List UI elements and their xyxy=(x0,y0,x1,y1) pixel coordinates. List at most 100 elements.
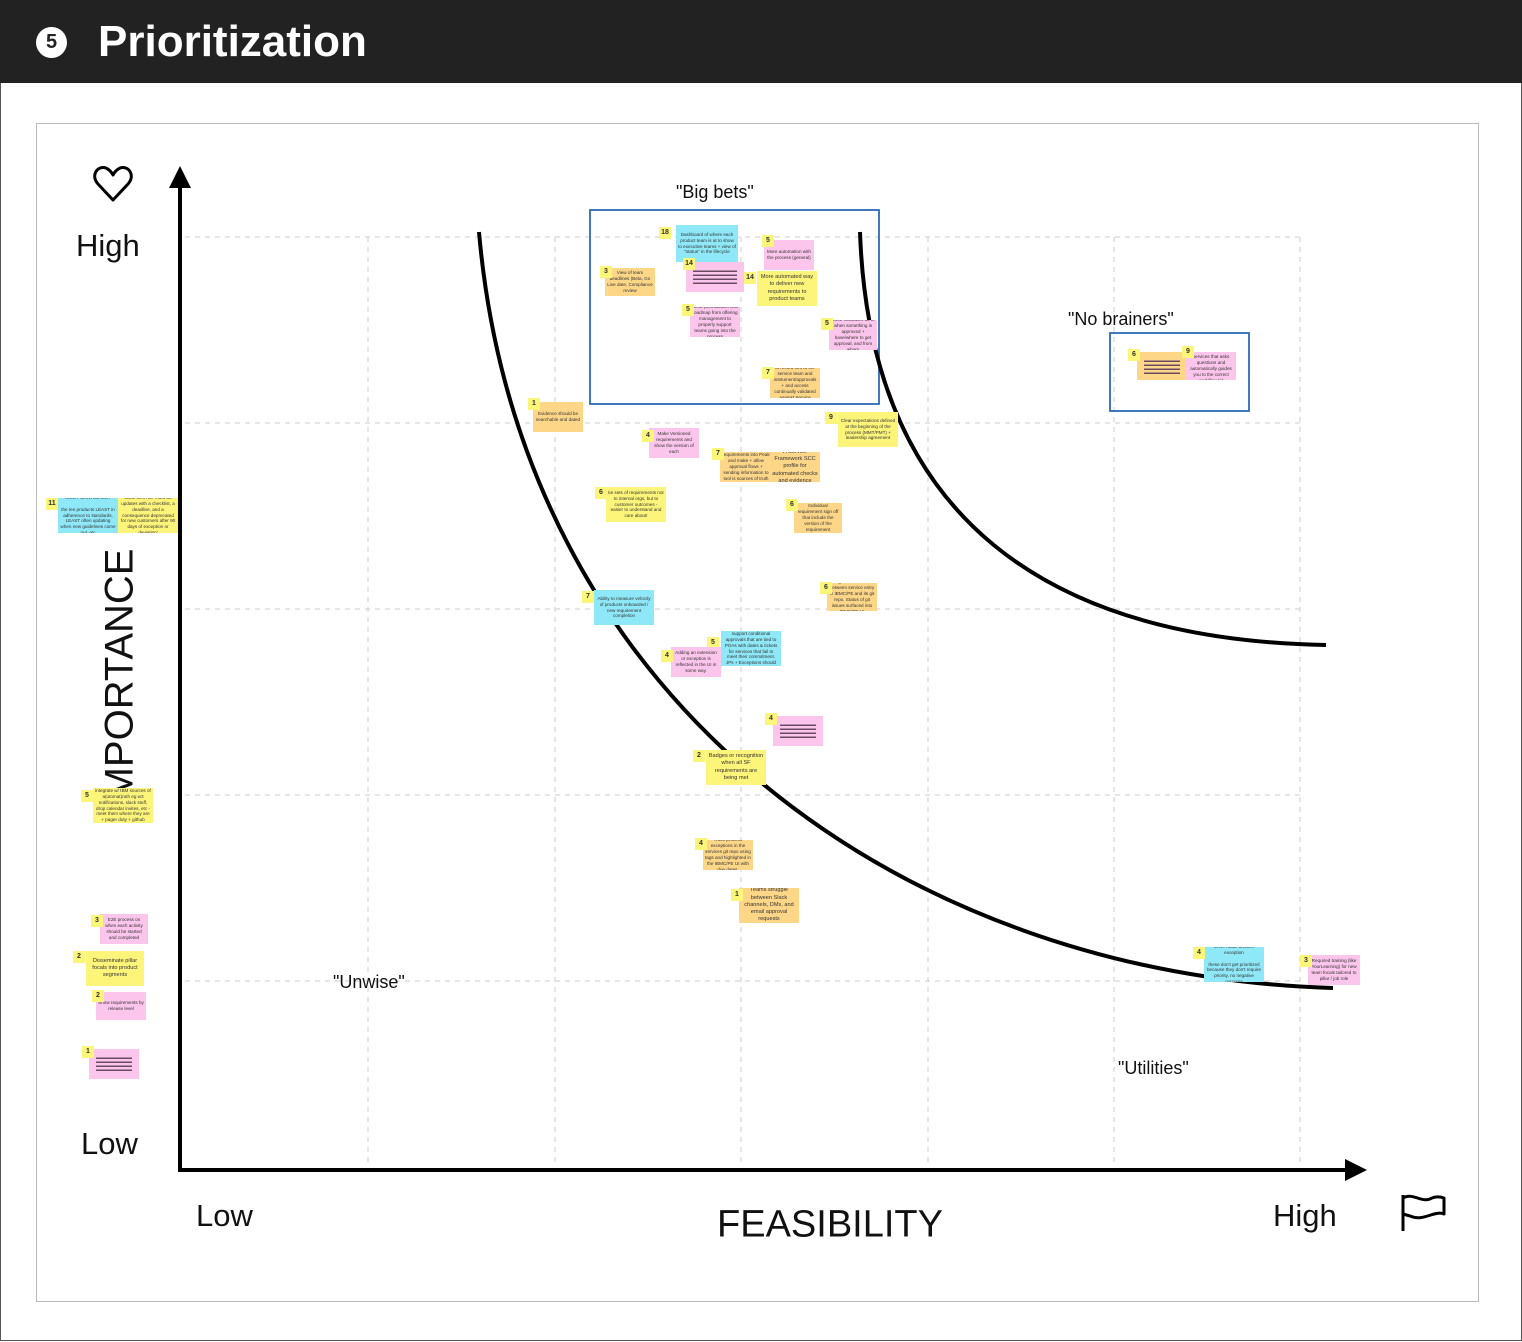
sticky-note[interactable]: Disseminate pillar focals into product s… xyxy=(86,951,144,986)
sticky-note[interactable]: Required training (like YourLearning) fo… xyxy=(1308,955,1360,985)
vote-count-badge: 4 xyxy=(661,650,673,662)
step-number-badge: 5 xyxy=(36,27,67,58)
sticky-note[interactable] xyxy=(89,1049,139,1079)
sticky-note-text: Clear indicators as to when something is… xyxy=(831,320,874,350)
vote-count-badge: 4 xyxy=(695,838,707,850)
sticky-note[interactable]: Dashboard of where each product team is … xyxy=(676,225,738,262)
sticky-note[interactable]: issue them as 'must-do updates with a ch… xyxy=(118,498,178,533)
vote-count-badge: 4 xyxy=(1193,947,1205,959)
sticky-note[interactable]: MOST WANTED LIST the ten products LEAST … xyxy=(58,498,118,533)
sticky-note[interactable]: Provide capability to support conditiona… xyxy=(721,631,781,666)
sticky-note[interactable]: Individual requirement sign off that inc… xyxy=(794,503,842,533)
vote-count-badge: 7 xyxy=(762,367,774,379)
quadrant-label-utilities: "Utilities" xyxy=(1118,1058,1189,1078)
vote-count-badge: 3 xyxy=(600,266,612,278)
sticky-note[interactable]: never make another exception these don't… xyxy=(1204,947,1264,982)
sticky-note[interactable]: Adding an extension or exception is refl… xyxy=(671,647,721,677)
sticky-note[interactable] xyxy=(773,716,823,746)
sticky-note-text: Provide git repo used to record info to … xyxy=(773,368,817,398)
sticky-note[interactable]: tight connection between service entry i… xyxy=(827,583,877,611)
sticky-note[interactable]: A Service Framework SCC profile for auto… xyxy=(770,452,820,482)
matrix-frame xyxy=(36,123,1479,1302)
sticky-note[interactable]: Make Versioned requirements and show the… xyxy=(649,428,699,458)
sticky-note[interactable]: View of team deadlines (Beta, Go Live da… xyxy=(605,268,655,296)
sticky-note[interactable]: Clear prioritization and roadmap from of… xyxy=(690,307,740,337)
vote-count-badge: 5 xyxy=(81,790,93,802)
quadrant-label-unwise: "Unwise" xyxy=(333,972,405,992)
page-title: Prioritization xyxy=(98,17,367,66)
sticky-note[interactable]: E2E process on when each activity should… xyxy=(100,914,148,944)
vote-count-badge: 7 xyxy=(712,448,724,460)
sticky-note[interactable]: Track process exceptions in the services… xyxy=(703,840,753,870)
y-axis-low-label: Low xyxy=(81,1126,138,1161)
vote-count-badge: 14 xyxy=(744,272,756,284)
upper-boundary-curve xyxy=(858,231,1327,647)
redacted-text-lines xyxy=(95,1054,133,1074)
vote-count-badge: 14 xyxy=(683,258,695,270)
sticky-note-text: tight connection between service entry i… xyxy=(829,583,875,611)
quadrant-label-big-bets: "Big bets" xyxy=(676,182,754,202)
vote-count-badge: 5 xyxy=(762,235,774,247)
x-axis-title: FEASIBILITY xyxy=(717,1203,943,1246)
sticky-note[interactable]: Clear expectations defined at the beginn… xyxy=(838,412,898,447)
vote-count-badge: 18 xyxy=(659,227,671,239)
sticky-note[interactable] xyxy=(1137,352,1187,380)
sticky-note-text: Required training (like YourLearning) fo… xyxy=(1311,958,1357,981)
sticky-note-text: tie sets of requirements not to internal… xyxy=(608,489,664,519)
sticky-note-text: Adding an extension or exception is refl… xyxy=(675,650,717,673)
sticky-note[interactable]: Ability to measure velocity of products … xyxy=(594,590,654,625)
sticky-note-text: Evidence should be searchable and dated xyxy=(535,411,581,422)
sticky-note-text: A Service Framework SCC profile for auto… xyxy=(772,452,818,482)
sticky-note[interactable]: integrate w/ IBM sources of a(utomat)rut… xyxy=(93,788,153,823)
sticky-note-text: Disseminate pillar focals into product s… xyxy=(92,957,138,979)
sticky-note-text: Clear prioritization and roadmap from of… xyxy=(692,307,738,337)
sticky-note[interactable]: Show requirements by release level xyxy=(96,992,146,1020)
vote-count-badge: 5 xyxy=(682,304,694,316)
big-bets-box xyxy=(589,209,880,405)
sticky-note[interactable] xyxy=(686,262,744,292)
section-header: 5 Prioritization xyxy=(0,0,1522,83)
vote-count-badge: 5 xyxy=(821,318,833,330)
vote-count-badge: 6 xyxy=(1128,349,1140,361)
no-brainers-box xyxy=(1109,332,1250,412)
sticky-note[interactable]: Evidence should be searchable and dated xyxy=(533,402,583,432)
sticky-note[interactable]: Clear indicators as to when something is… xyxy=(829,320,877,350)
vote-count-badge: 1 xyxy=(528,398,540,410)
sticky-note[interactable]: tie sets of requirements not to internal… xyxy=(606,487,666,522)
sticky-note[interactable]: More automated way to deliver new requir… xyxy=(757,271,817,306)
quadrant-label-no-brainers: "No brainers" xyxy=(1068,309,1174,329)
vote-count-badge: 6 xyxy=(595,487,607,499)
sticky-note[interactable]: Create a Wizard for services that asks q… xyxy=(1186,352,1236,380)
vote-count-badge: 4 xyxy=(642,430,654,442)
sticky-note-text: Dashboard of where each product team is … xyxy=(678,231,736,255)
sticky-note-text: never make another exception these don't… xyxy=(1207,947,1261,982)
redacted-text-lines xyxy=(1143,357,1181,375)
y-axis-title: IMPORTANCE xyxy=(97,548,142,812)
sticky-note-text: View of team deadlines (Beta, Go Live da… xyxy=(607,270,653,293)
vote-count-badge: 11 xyxy=(46,498,58,510)
redacted-text-lines xyxy=(779,721,817,741)
sticky-note-text: issue them as 'must-do updates with a ch… xyxy=(120,498,176,533)
sticky-note[interactable]: Badges or recognition when all SF requir… xyxy=(706,750,766,785)
sticky-note-text: Ability to measure velocity of products … xyxy=(597,595,651,619)
sticky-note-text: integrate w/ IBM sources of a(utomat)rut… xyxy=(95,788,151,823)
x-axis-low-label: Low xyxy=(196,1198,253,1233)
sticky-note-text: Clear expectations defined at the beginn… xyxy=(840,417,896,441)
sticky-note[interactable]: Provide git repo used to record info to … xyxy=(770,368,820,398)
sticky-note-text: Provide capability to support conditiona… xyxy=(724,631,778,666)
vote-count-badge: 4 xyxy=(765,713,777,725)
flag-icon xyxy=(1401,1194,1446,1231)
sticky-note[interactable]: Incorporate as many requirements into Pe… xyxy=(720,452,772,482)
sticky-note-text: Create a Wizard for services that asks q… xyxy=(1190,352,1232,380)
sticky-note-text: MOST WANTED LIST the ten products LEAST … xyxy=(60,498,116,533)
sticky-note[interactable]: Teams struggle between Slack channels, D… xyxy=(739,888,799,923)
sticky-note-text: Teams struggle between Slack channels, D… xyxy=(744,888,794,923)
x-axis-arrow-icon xyxy=(1345,1159,1367,1181)
y-axis-arrow-icon xyxy=(169,166,191,188)
vote-count-badge: 3 xyxy=(91,915,103,927)
sticky-note-text: Show requirements by release level xyxy=(98,1000,144,1011)
redacted-text-lines xyxy=(693,267,737,287)
vote-count-badge: 6 xyxy=(786,499,798,511)
heart-icon xyxy=(93,165,133,202)
